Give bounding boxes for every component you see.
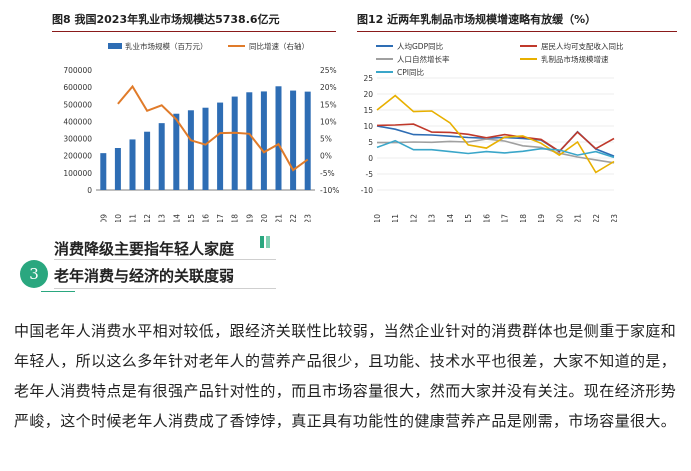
- x-tick-label: 2022: [289, 214, 298, 222]
- y-tick-label: 400000: [63, 117, 92, 126]
- y-tick-label: 0: [87, 186, 92, 195]
- x-tick-label: 2023: [304, 214, 313, 222]
- divider: [54, 288, 276, 289]
- divider: [54, 259, 276, 260]
- x-tick-label: 2022: [592, 214, 601, 222]
- y-tick-label: 700000: [63, 66, 92, 75]
- y-tick-label: -10: [361, 186, 373, 195]
- growth-line: [117, 84, 309, 172]
- y-tick-label: 200000: [63, 152, 92, 161]
- bar: [129, 139, 136, 190]
- bar: [100, 153, 107, 190]
- x-tick-label: 2012: [409, 214, 418, 222]
- x-tick-label: 2009: [99, 214, 108, 222]
- section-heading: 消费降级主要指年轻人家庭 3 老年消费与经济的关联度弱: [14, 232, 279, 292]
- x-tick-label: 2020: [555, 214, 564, 222]
- y-tick-label: 10: [363, 122, 373, 131]
- bar: [290, 90, 297, 190]
- x-tick-label: 2012: [143, 214, 152, 222]
- x-tick-label: 2021: [275, 214, 284, 222]
- y-tick-label: -5: [366, 170, 374, 179]
- legend-label: 同比增速（右轴）: [249, 41, 309, 51]
- legend-label: 人均GDP同比: [397, 41, 444, 51]
- y2-tick-label: 10%: [320, 117, 337, 126]
- bar: [217, 102, 224, 190]
- x-tick-label: 2019: [537, 214, 546, 222]
- y-tick-label: 600000: [63, 83, 92, 92]
- series-line: [376, 123, 615, 153]
- x-tick-label: 2011: [129, 214, 138, 222]
- y2-tick-label: -10%: [320, 186, 339, 195]
- x-tick-label: 2014: [172, 214, 181, 222]
- y2-tick-label: 20%: [320, 83, 337, 92]
- legend-label: 乳业市场规模（百万元）: [125, 41, 208, 51]
- y-tick-label: 100000: [63, 169, 92, 178]
- bar: [275, 86, 282, 190]
- chart-panel-market-size: 图8 我国2023年乳业市场规模达5738.6亿元 乳业市场规模（百万元） 同比增…: [0, 0, 345, 222]
- series-line: [377, 138, 615, 164]
- chart-panel-growth-rates: 图12 近两年乳制品市场规模增速略有放缓（%） 人均GDP同比 居民人均可支配收入…: [352, 0, 691, 222]
- y-tick-label: 15: [363, 106, 373, 115]
- x-tick-label: 2020: [260, 214, 269, 222]
- x-tick-label: 2015: [187, 214, 196, 222]
- y2-tick-label: 25%: [320, 66, 337, 75]
- bar: [304, 91, 311, 190]
- y-tick-label: 5: [368, 138, 373, 147]
- y-tick-label: 500000: [63, 100, 92, 109]
- bar: [246, 92, 253, 190]
- x-tick-label: 2010: [373, 214, 382, 222]
- section-title-line2: 老年消费与经济的关联度弱: [54, 267, 235, 285]
- bar: [231, 96, 238, 190]
- divider: [41, 291, 75, 292]
- legend-swatch-bar: [108, 43, 122, 49]
- chart-title: 图12 近两年乳制品市场规模增速略有放缓（%）: [357, 11, 677, 32]
- bar: [173, 113, 180, 190]
- chart-title: 图8 我国2023年乳业市场规模达5738.6亿元: [52, 11, 336, 32]
- y2-tick-label: -5%: [320, 169, 335, 178]
- x-tick-label: 2010: [114, 214, 123, 222]
- legend-label: CPI同比: [397, 67, 424, 77]
- section-number-badge: 3: [20, 260, 48, 288]
- x-tick-label: 2016: [202, 214, 211, 222]
- legend-label: 人口自然增长率: [397, 54, 450, 64]
- x-tick-label: 2021: [574, 214, 583, 222]
- x-tick-label: 2013: [428, 214, 437, 222]
- y2-tick-label: 0%: [320, 152, 332, 161]
- x-tick-label: 2015: [464, 214, 473, 222]
- x-tick-label: 2018: [519, 214, 528, 222]
- x-tick-label: 2011: [391, 214, 400, 222]
- bar: [158, 123, 165, 190]
- bar: [202, 107, 209, 190]
- y-tick-label: 20: [363, 90, 373, 99]
- x-tick-label: 2017: [216, 214, 225, 222]
- legend-label: 乳制品市场规模增速: [541, 54, 609, 64]
- section-title-line1: 消费降级主要指年轻人家庭: [54, 240, 235, 258]
- x-tick-label: 2017: [501, 214, 510, 222]
- decor-bars: [260, 236, 274, 248]
- bar-line-chart: 乳业市场规模（百万元） 同比增速（右轴） 0 100000 200000 300000 40…: [63, 41, 339, 222]
- y2-tick-label: 15%: [320, 100, 337, 109]
- x-tick-label: 2019: [245, 214, 254, 222]
- bar: [114, 148, 121, 190]
- bar: [144, 131, 151, 190]
- x-tick-label: 2013: [158, 214, 167, 222]
- x-tick-label: 2023: [610, 214, 619, 222]
- y-tick-label: 0: [368, 154, 373, 163]
- body-paragraph: 中国老年人消费水平相对较低，跟经济关联性比较弱，当然企业针对的消费群体也是侧重于…: [14, 322, 677, 430]
- x-tick-label: 2014: [446, 214, 455, 222]
- x-tick-label: 2018: [231, 214, 240, 222]
- y-tick-label: 25: [363, 74, 373, 83]
- bar: [260, 91, 267, 190]
- bar: [187, 110, 194, 190]
- series-line: [376, 139, 615, 159]
- x-tick-label: 2016: [482, 214, 491, 222]
- series-line: [376, 94, 615, 174]
- y2-tick-label: 5%: [320, 135, 332, 144]
- y-tick-label: 300000: [63, 135, 92, 144]
- legend-label: 居民人均可支配收入同比: [541, 41, 624, 51]
